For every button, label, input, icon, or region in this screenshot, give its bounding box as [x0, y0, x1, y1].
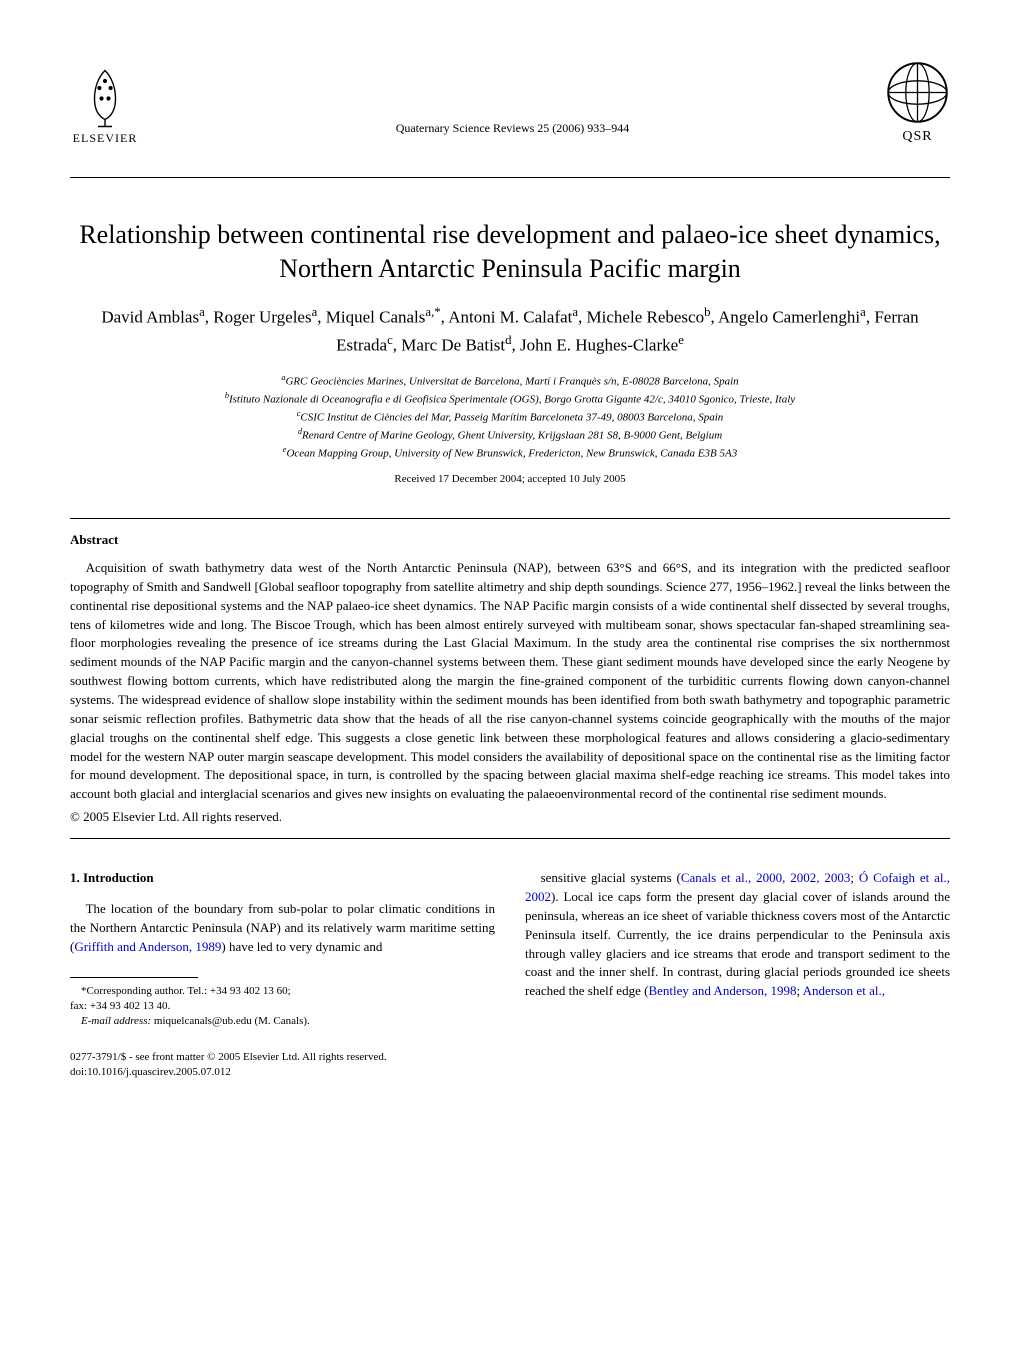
abstract-rule-bottom: [70, 838, 950, 839]
abstract-heading: Abstract: [70, 531, 950, 549]
corresponding-footnote: *Corresponding author. Tel.: +34 93 402 …: [70, 984, 495, 1030]
journal-reference: Quaternary Science Reviews 25 (2006) 933…: [140, 120, 885, 147]
corresponding-email-line: E-mail address: miquelcanals@ub.edu (M. …: [70, 1014, 495, 1029]
email-value: miquelcanals@ub.edu (M. Canals).: [154, 1015, 310, 1027]
intro-heading: 1. Introduction: [70, 869, 495, 888]
publisher-logo: ELSEVIER: [70, 60, 140, 147]
abstract-rule-top: [70, 518, 950, 519]
header-row: ELSEVIER Quaternary Science Reviews 25 (…: [70, 60, 950, 147]
two-column-body: 1. Introduction The location of the boun…: [70, 869, 950, 1080]
header-rule: [70, 177, 950, 178]
elsevier-tree-icon: [70, 60, 140, 130]
article-title: Relationship between continental rise de…: [70, 218, 950, 286]
left-column: 1. Introduction The location of the boun…: [70, 869, 495, 1080]
abstract-body: Acquisition of swath bathymetry data wes…: [70, 559, 950, 804]
abstract-copyright: © 2005 Elsevier Ltd. All rights reserved…: [70, 808, 950, 826]
received-date: Received 17 December 2004; accepted 10 J…: [70, 472, 950, 487]
footer: 0277-3791/$ - see front matter © 2005 El…: [70, 1050, 495, 1081]
abstract-text: Acquisition of swath bathymetry data wes…: [70, 559, 950, 804]
affiliations: aGRC Geociències Marines, Universitat de…: [70, 372, 950, 463]
corresponding-author: *Corresponding author. Tel.: +34 93 402 …: [70, 984, 495, 999]
journal-abbrev: QSR: [902, 127, 932, 147]
doi: doi:10.1016/j.quascirev.2005.07.012: [70, 1065, 495, 1080]
corresponding-fax: fax: +34 93 402 13 40.: [70, 999, 495, 1014]
front-matter: 0277-3791/$ - see front matter © 2005 El…: [70, 1050, 495, 1065]
footnote-rule: [70, 977, 198, 978]
intro-text-right: sensitive glacial systems (Canals et al.…: [525, 869, 950, 1001]
qsr-globe-icon: [885, 60, 950, 125]
right-column: sensitive glacial systems (Canals et al.…: [525, 869, 950, 1080]
publisher-name: ELSEVIER: [73, 130, 138, 147]
authors: David Amblasa, Roger Urgelesa, Miquel Ca…: [70, 303, 950, 357]
email-label: E-mail address:: [81, 1015, 151, 1027]
journal-logo: QSR: [885, 60, 950, 147]
intro-text-left: The location of the boundary from sub-po…: [70, 900, 495, 957]
